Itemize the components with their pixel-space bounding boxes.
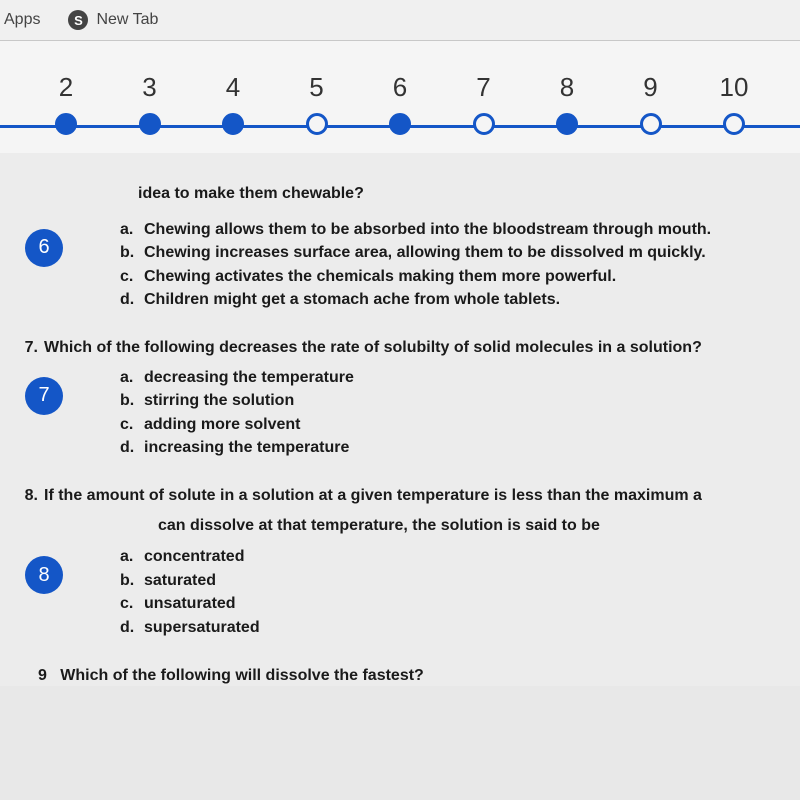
option-text: Children might get a stomach ache from w…: [144, 289, 792, 311]
progress-dot: [723, 113, 745, 135]
question-6-options: a.Chewing allows them to be absorbed int…: [80, 219, 792, 313]
progress-step-number: 10: [720, 71, 749, 103]
question-badge-8[interactable]: 8: [25, 556, 63, 594]
option-text: concentrated: [144, 546, 792, 568]
option-letter: c.: [120, 414, 144, 436]
option-letter: a.: [120, 546, 144, 568]
question-7: 7. Which of the following decreases the …: [8, 337, 792, 461]
progress-step-10[interactable]: 10: [718, 71, 750, 135]
option-letter: c.: [120, 593, 144, 615]
option-letter: a.: [120, 219, 144, 241]
progress-step-number: 3: [142, 71, 156, 103]
question-7-number: 7.: [8, 337, 44, 359]
progress-step-number: 5: [309, 71, 323, 103]
option-letter: d.: [120, 617, 144, 639]
progress-step-number: 8: [560, 71, 574, 103]
question-9-partial: 9 Which of the following will dissolve t…: [38, 665, 792, 687]
progress-step-number: 7: [476, 71, 490, 103]
quiz-content: idea to make them chewable? 6 a.Chewing …: [0, 153, 800, 686]
progress-dot: [222, 113, 244, 135]
progress-step-number: 2: [59, 71, 73, 103]
option-text: Chewing increases surface area, allowing…: [144, 242, 792, 264]
answer-option[interactable]: a.decreasing the temperature: [120, 367, 792, 389]
answer-option[interactable]: b.stirring the solution: [120, 390, 792, 412]
option-text: increasing the temperature: [144, 437, 792, 459]
progress-steps: 2 3 4 5 6 7 8 9 10: [0, 71, 800, 135]
option-letter: c.: [120, 266, 144, 288]
question-9-prompt: Which of the following will dissolve the…: [60, 667, 424, 684]
quiz-area: 2 3 4 5 6 7 8 9 10 idea to make them chewable? 6…: [0, 41, 800, 686]
answer-option[interactable]: d.supersaturated: [120, 617, 792, 639]
progress-dot: [55, 113, 77, 135]
answer-option[interactable]: d.Children might get a stomach ache from…: [120, 289, 792, 311]
answer-option[interactable]: b.saturated: [120, 570, 792, 592]
question-6-prompt-tail: idea to make them chewable?: [138, 183, 792, 205]
progress-dot: [640, 113, 662, 135]
question-7-prompt: Which of the following decreases the rat…: [44, 337, 792, 359]
option-text: Chewing activates the chemicals making t…: [144, 266, 792, 288]
bookmark-apps[interactable]: Apps: [4, 11, 40, 29]
bookmark-new-tab[interactable]: S New Tab: [68, 10, 158, 30]
option-letter: b.: [120, 570, 144, 592]
option-text: Chewing allows them to be absorbed into …: [144, 219, 792, 241]
question-9-number: 9: [38, 667, 47, 684]
progress-step-8[interactable]: 8: [551, 71, 583, 135]
question-6: idea to make them chewable? 6 a.Chewing …: [8, 183, 792, 313]
option-letter: d.: [120, 437, 144, 459]
question-8-prompt-line2: can dissolve at that temperature, the so…: [158, 515, 792, 537]
question-8: 8. If the amount of solute in a solution…: [8, 485, 792, 641]
progress-step-number: 9: [643, 71, 657, 103]
progress-step-number: 4: [226, 71, 240, 103]
progress-dot: [389, 113, 411, 135]
progress-step-7[interactable]: 7: [468, 71, 500, 135]
option-letter: a.: [120, 367, 144, 389]
progress-dot: [556, 113, 578, 135]
option-text: saturated: [144, 570, 792, 592]
question-8-options: a.concentratedb.saturatedc.unsaturatedd.…: [80, 546, 792, 640]
progress-dot: [306, 113, 328, 135]
progress-dot: [139, 113, 161, 135]
question-8-prompt-line1: If the amount of solute in a solution at…: [44, 485, 792, 507]
option-letter: d.: [120, 289, 144, 311]
option-letter: b.: [120, 390, 144, 412]
answer-option[interactable]: b.Chewing increases surface area, allowi…: [120, 242, 792, 264]
progress-bar: 2 3 4 5 6 7 8 9 10: [0, 71, 800, 141]
option-text: decreasing the temperature: [144, 367, 792, 389]
question-8-number: 8.: [8, 485, 44, 507]
progress-step-6[interactable]: 6: [384, 71, 416, 135]
bookmark-label: Apps: [4, 11, 40, 29]
answer-option[interactable]: a.Chewing allows them to be absorbed int…: [120, 219, 792, 241]
progress-step-4[interactable]: 4: [217, 71, 249, 135]
option-letter: b.: [120, 242, 144, 264]
question-badge-7[interactable]: 7: [25, 377, 63, 415]
bookmark-label: New Tab: [96, 11, 158, 29]
progress-step-number: 6: [393, 71, 407, 103]
option-text: unsaturated: [144, 593, 792, 615]
progress-step-2[interactable]: 2: [50, 71, 82, 135]
question-badge-6[interactable]: 6: [25, 229, 63, 267]
answer-option[interactable]: a.concentrated: [120, 546, 792, 568]
answer-option[interactable]: c.adding more solvent: [120, 414, 792, 436]
answer-option[interactable]: d.increasing the temperature: [120, 437, 792, 459]
answer-option[interactable]: c.Chewing activates the chemicals making…: [120, 266, 792, 288]
option-text: supersaturated: [144, 617, 792, 639]
option-text: adding more solvent: [144, 414, 792, 436]
option-text: stirring the solution: [144, 390, 792, 412]
bookmarks-bar: Apps S New Tab: [0, 0, 800, 41]
answer-option[interactable]: c.unsaturated: [120, 593, 792, 615]
progress-dot: [473, 113, 495, 135]
progress-step-5[interactable]: 5: [301, 71, 333, 135]
new-tab-icon: S: [68, 10, 88, 30]
progress-step-9[interactable]: 9: [635, 71, 667, 135]
progress-step-3[interactable]: 3: [134, 71, 166, 135]
question-7-options: a.decreasing the temperatureb.stirring t…: [80, 367, 792, 461]
